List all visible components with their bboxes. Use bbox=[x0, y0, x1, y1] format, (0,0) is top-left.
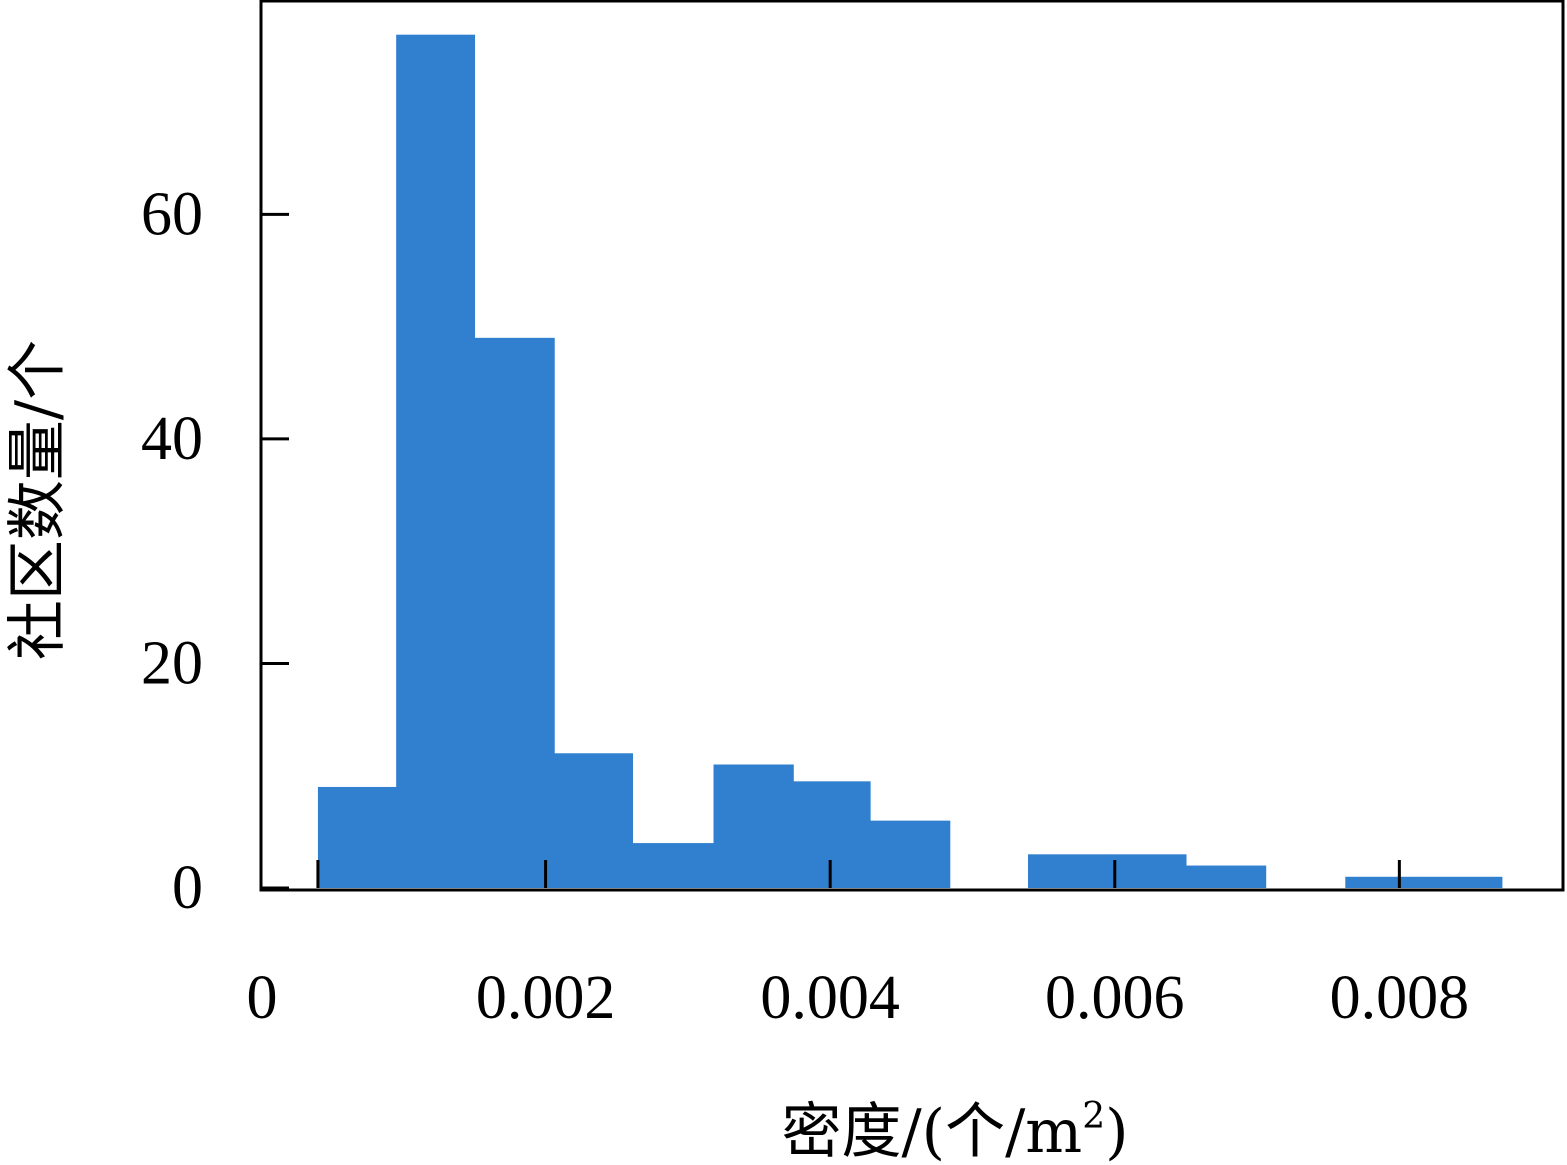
histogram-bar bbox=[317, 786, 397, 888]
y-tick-label: 40 bbox=[141, 405, 203, 473]
y-tick-label: 20 bbox=[141, 629, 203, 697]
y-tick-label: 0 bbox=[172, 854, 203, 922]
histogram-bar bbox=[1423, 876, 1503, 888]
histogram-bar bbox=[632, 843, 715, 888]
x-axis-label: 密度/(个/m2) bbox=[781, 1096, 1128, 1165]
x-axis-label-close: ) bbox=[1105, 1097, 1128, 1165]
x-axis: 0.002 0.004 0.006 0.008 bbox=[316, 860, 1470, 1032]
x-tick-label: 0.006 bbox=[1045, 964, 1185, 1032]
histogram-bar bbox=[713, 764, 794, 888]
histogram-bar bbox=[1345, 876, 1425, 888]
histogram-bar bbox=[870, 820, 951, 888]
histogram-bar bbox=[474, 337, 555, 888]
y-axis: 0 20 40 60 bbox=[141, 180, 289, 922]
histogram-bar bbox=[1027, 854, 1109, 888]
histogram-bar bbox=[1185, 865, 1267, 888]
x-tick-label: 0.004 bbox=[760, 964, 900, 1032]
x-origin-label: 0 bbox=[247, 964, 278, 1032]
histogram-bar bbox=[396, 34, 476, 889]
y-tick-label: 60 bbox=[141, 180, 203, 248]
plot-frame bbox=[259, 0, 1565, 892]
x-axis-label-superscript: 2 bbox=[1082, 1096, 1105, 1137]
y-axis-label: 社区数量/个 bbox=[3, 340, 73, 660]
histogram-bar bbox=[554, 753, 633, 888]
x-tick-label: 0.008 bbox=[1330, 964, 1470, 1032]
bars bbox=[317, 34, 1503, 889]
histogram-bar bbox=[1107, 854, 1187, 888]
histogram-bar bbox=[793, 781, 871, 888]
x-tick-label: 0.002 bbox=[476, 964, 616, 1032]
